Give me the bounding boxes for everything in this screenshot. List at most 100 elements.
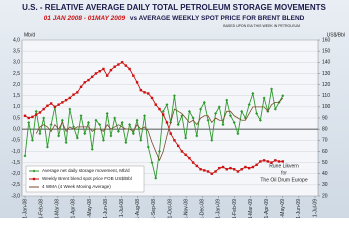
y2-tick-label: 60: [322, 149, 328, 155]
marker: [199, 168, 202, 171]
marker: [45, 145, 49, 149]
y2-tick-label: 120: [322, 82, 331, 88]
marker: [143, 91, 146, 94]
marker: [251, 91, 255, 95]
legend-label: Weekly Brent blend spot price FOB US$/Bb…: [42, 176, 132, 181]
marker: [90, 147, 94, 151]
marker: [277, 160, 281, 163]
marker: [191, 116, 195, 120]
x-tick-label: 1-Jun-09: [296, 199, 302, 218]
marker: [83, 81, 86, 84]
marker: [251, 165, 255, 169]
annotation-line: Rune Likvern: [269, 163, 299, 169]
annotation-line: The Oil Drum Europe: [260, 177, 307, 183]
marker: [266, 160, 270, 163]
y-tick-label: -2,5: [11, 182, 20, 188]
series-line: [24, 61, 283, 175]
marker: [124, 141, 128, 145]
y2-tick-label: 50: [322, 160, 328, 166]
legend-marker: [32, 169, 36, 173]
marker: [162, 113, 165, 116]
marker: [240, 168, 243, 171]
marker: [191, 161, 195, 164]
marker: [150, 96, 154, 100]
marker: [154, 176, 158, 180]
marker: [281, 160, 284, 163]
marker: [79, 85, 83, 88]
y-tick-label: -0,5: [11, 138, 20, 144]
subtitle-text: vs AVERAGE WEEKLY SPOT PRICE FOR BRENT B…: [130, 15, 305, 22]
annotation: Rune Likvern for The Oil Drum Europe: [260, 163, 307, 183]
marker: [132, 74, 135, 77]
marker: [124, 64, 128, 67]
marker: [229, 166, 232, 170]
marker: [61, 101, 64, 104]
marker: [23, 114, 27, 117]
marker: [206, 118, 210, 122]
marker: [139, 138, 143, 142]
y-tick-label: 0,5: [13, 115, 20, 121]
marker: [173, 139, 176, 142]
y2-tick-label: 110: [322, 93, 330, 99]
y2-tick-label: 160: [322, 37, 331, 43]
marker: [31, 115, 34, 119]
marker: [199, 107, 203, 111]
y2-tick-label: 140: [322, 60, 331, 66]
marker: [206, 170, 210, 173]
chart-subtitle: 01 JAN 2008 - 01MAY 2009 vs AVERAGE WEEK…: [44, 15, 305, 22]
y-tick-label: -1,5: [11, 160, 20, 166]
marker: [72, 93, 75, 96]
y-tick-label: 2,5: [13, 71, 20, 77]
marker: [113, 116, 117, 120]
marker: [214, 112, 218, 116]
marker: [150, 161, 154, 165]
marker: [109, 134, 113, 138]
annotation-line: for: [281, 170, 287, 176]
y-tick-label: 0,0: [13, 126, 20, 132]
x-tick-label: 1-Nov-08: [183, 199, 189, 218]
x-tick-label: 1-May-08: [87, 199, 93, 218]
x-tick-label: 1-Apr-09: [264, 199, 270, 218]
marker: [30, 138, 34, 142]
marker: [187, 109, 191, 113]
series-line: [24, 88, 284, 179]
x-tick-label: 1-Dec-08: [200, 199, 206, 218]
y-tick-label: 1,0: [13, 104, 20, 110]
x-tick-label: 1-Apr-08: [71, 199, 77, 218]
marker: [146, 145, 150, 149]
y-tick-label: -2,0: [11, 171, 20, 177]
subtitle-dates: 01 JAN 2008 - 01MAY 2009: [44, 15, 126, 22]
y2-tick-label: 70: [322, 138, 328, 144]
note: BASED UPON EIA THIS WEEK IN PETROLEUM: [223, 24, 300, 28]
marker: [240, 109, 244, 113]
marker: [154, 103, 157, 106]
x-tick-label: 1-Jul-08: [119, 199, 125, 217]
marker: [176, 123, 180, 127]
marker: [273, 107, 277, 111]
marker: [221, 165, 225, 169]
marker: [176, 144, 180, 148]
marker: [233, 168, 236, 171]
y-tick-label: 1,5: [13, 93, 20, 99]
x-tick-label: 1-Mar-08: [55, 199, 61, 218]
marker: [46, 104, 49, 107]
marker: [172, 94, 176, 98]
marker: [221, 123, 225, 127]
marker: [57, 103, 60, 106]
legend-box: [25, 165, 145, 193]
marker: [270, 87, 274, 91]
marker: [165, 121, 169, 124]
marker: [225, 98, 229, 102]
x-tick-label: 1-Feb-08: [38, 199, 44, 218]
marker: [135, 118, 139, 122]
marker: [210, 172, 213, 175]
marker: [188, 156, 191, 160]
y-tick-label: -3,0: [11, 193, 20, 199]
x-tick-label: 1-Sep-08: [151, 199, 157, 218]
marker: [236, 170, 240, 173]
x-tick-label: 1-Aug-08: [135, 199, 141, 218]
marker: [76, 91, 79, 94]
marker: [184, 153, 187, 156]
y2-tick-label: 150: [322, 48, 331, 54]
marker: [131, 132, 135, 136]
